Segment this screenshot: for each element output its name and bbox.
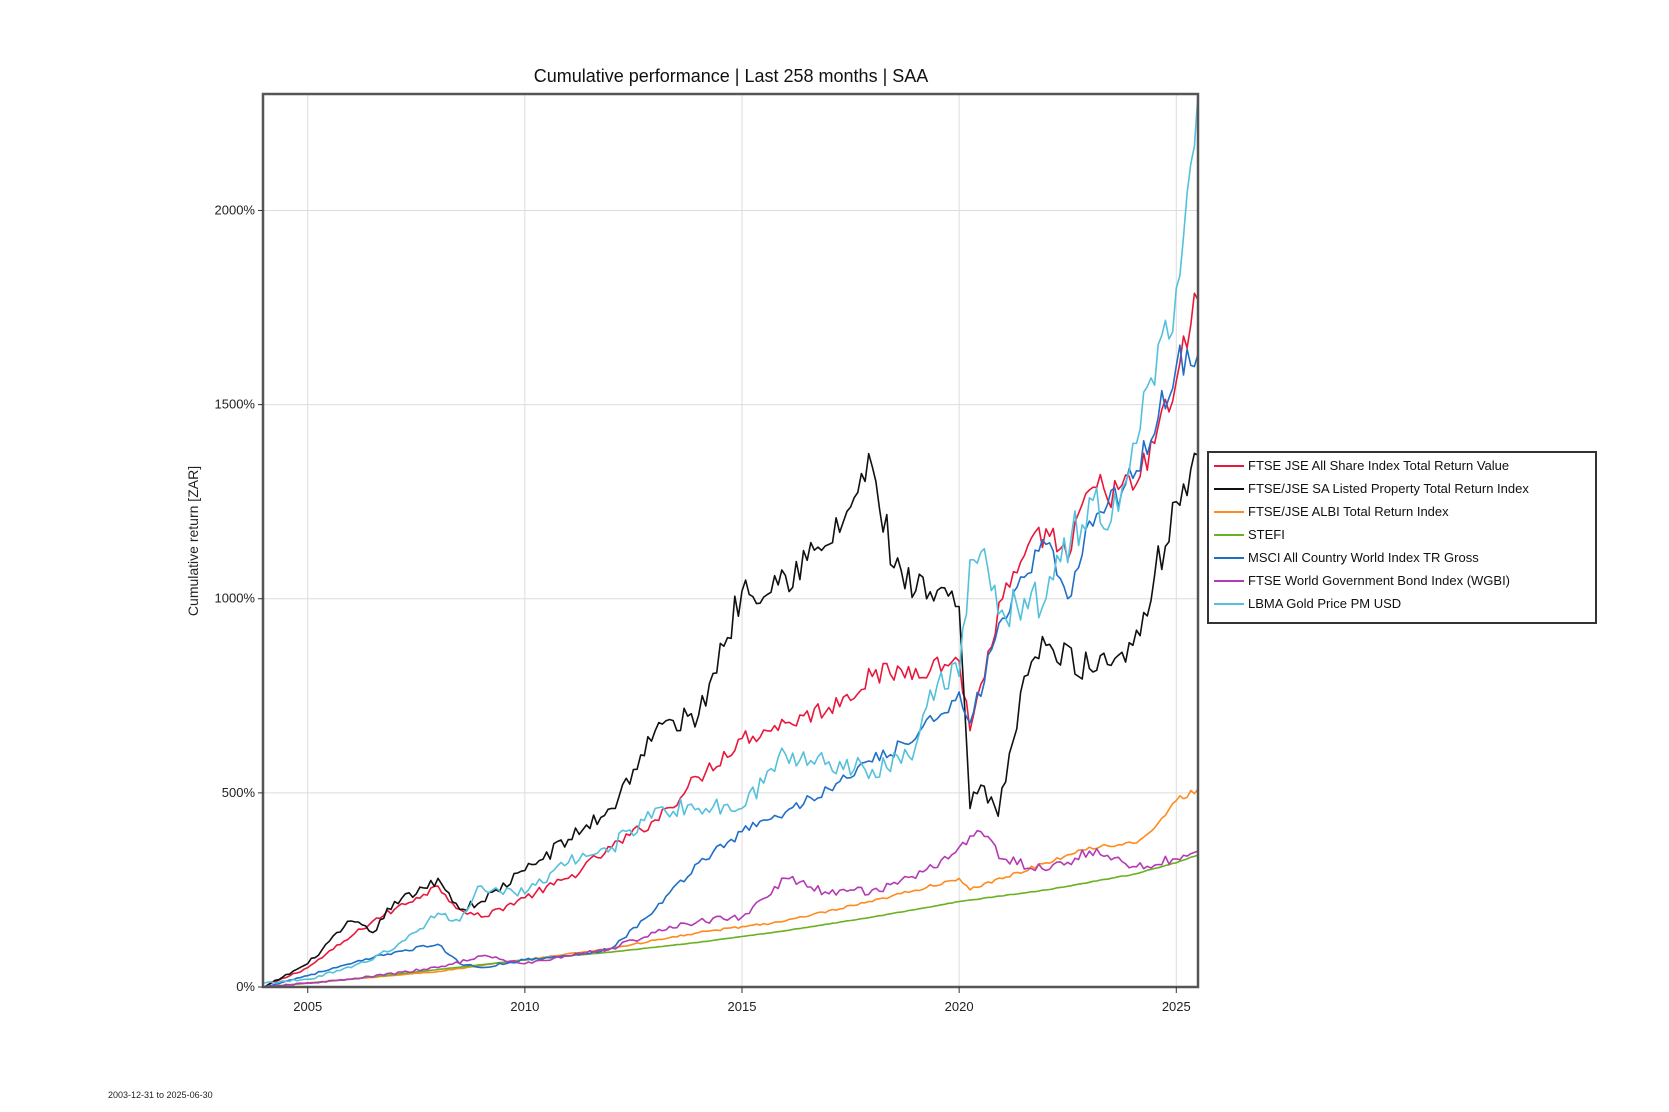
- y-tick-label: 1000%: [215, 591, 256, 606]
- y-axis-label: Cumulative return [ZAR]: [185, 466, 201, 616]
- y-tick-label: 2000%: [215, 202, 256, 217]
- legend-label: FTSE World Government Bond Index (WGBI): [1248, 573, 1510, 588]
- date-range-footer: 2003-12-31 to 2025-06-30: [108, 1090, 213, 1100]
- y-tick-label: 500%: [222, 785, 256, 800]
- legend-label: FTSE/JSE ALBI Total Return Index: [1248, 504, 1449, 519]
- series-line: [264, 344, 1199, 988]
- series-line: [264, 93, 1199, 984]
- legend: FTSE JSE All Share Index Total Return Va…: [1207, 451, 1597, 624]
- legend-label: FTSE/JSE SA Listed Property Total Return…: [1248, 481, 1529, 496]
- x-tick-label: 2005: [293, 999, 322, 1014]
- legend-box: [1207, 451, 1597, 624]
- series-line: [263, 292, 1199, 988]
- series-line: [264, 829, 1199, 988]
- x-tick-label: 2010: [510, 999, 539, 1014]
- series-lines: [263, 93, 1199, 988]
- x-tick-label: 2025: [1162, 999, 1191, 1014]
- axes: 2005 2010 2015 2020 2025 0% 500% 1000% 1500% 2000…: [215, 202, 1191, 1014]
- chart-title: Cumulative performance | Last 258 months…: [534, 66, 929, 86]
- series-line: [263, 452, 1199, 988]
- series-line: [264, 788, 1199, 988]
- legend-label: LBMA Gold Price PM USD: [1248, 596, 1401, 611]
- legend-label: FTSE JSE All Share Index Total Return Va…: [1248, 458, 1509, 473]
- legend-label: STEFI: [1248, 527, 1285, 542]
- y-tick-label: 0%: [236, 979, 255, 994]
- legend-label: MSCI All Country World Index TR Gross: [1248, 550, 1479, 565]
- plot-frame: [261, 92, 1200, 989]
- x-tick-label: 2015: [728, 999, 757, 1014]
- y-tick-label: 1500%: [215, 397, 256, 412]
- x-tick-label: 2020: [945, 999, 974, 1014]
